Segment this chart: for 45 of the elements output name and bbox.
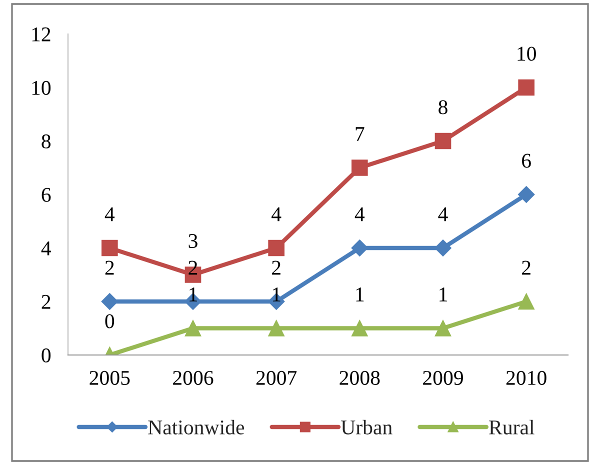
data-label: 6 (522, 154, 531, 168)
data-label: 2 (522, 260, 530, 275)
point (351, 240, 368, 256)
x-tick-label: 2009 (423, 370, 463, 385)
point (268, 320, 284, 336)
y-tick-label: 2 (42, 294, 50, 309)
data-label: 8 (438, 100, 448, 114)
x-tick-label: 2005 (90, 370, 130, 385)
y-tick-label: 10 (32, 80, 51, 95)
point (434, 132, 452, 150)
data-label: 4 (438, 207, 448, 222)
data-label: 0 (105, 314, 114, 328)
data-label: 4 (354, 207, 365, 222)
point (101, 293, 118, 310)
point (518, 293, 534, 310)
point (352, 160, 368, 176)
point (352, 320, 368, 336)
data-label: 2 (105, 260, 114, 275)
legend-label: Rural (489, 420, 534, 434)
point (184, 320, 202, 336)
data-label: 1 (440, 288, 447, 302)
y-tick-label: 0 (42, 348, 51, 362)
legend-label: Nationwide (148, 420, 244, 434)
y-tick-label: 6 (42, 188, 51, 202)
y-tick-label: 12 (32, 27, 50, 42)
legend-label: Urban (341, 420, 392, 434)
x-tick-label: 2006 (173, 370, 214, 385)
point (518, 186, 535, 203)
y-tick-label: 4 (41, 242, 52, 256)
x-tick-label: 2008 (340, 370, 380, 385)
point (268, 240, 284, 256)
data-label: 7 (356, 127, 364, 141)
x-tick-label: 2007 (256, 370, 297, 385)
data-label: 10 (518, 46, 536, 61)
data-label: 3 (188, 234, 198, 248)
point (102, 240, 118, 256)
point (434, 240, 452, 256)
point (434, 320, 452, 336)
data-label: 4 (104, 207, 115, 222)
point (518, 79, 534, 96)
x-tick-label: 2010 (506, 370, 546, 385)
data-label: 2 (272, 260, 280, 275)
y-tick-label: 8 (42, 134, 51, 148)
data-label: 1 (356, 288, 364, 302)
data-label: 4 (272, 207, 282, 222)
